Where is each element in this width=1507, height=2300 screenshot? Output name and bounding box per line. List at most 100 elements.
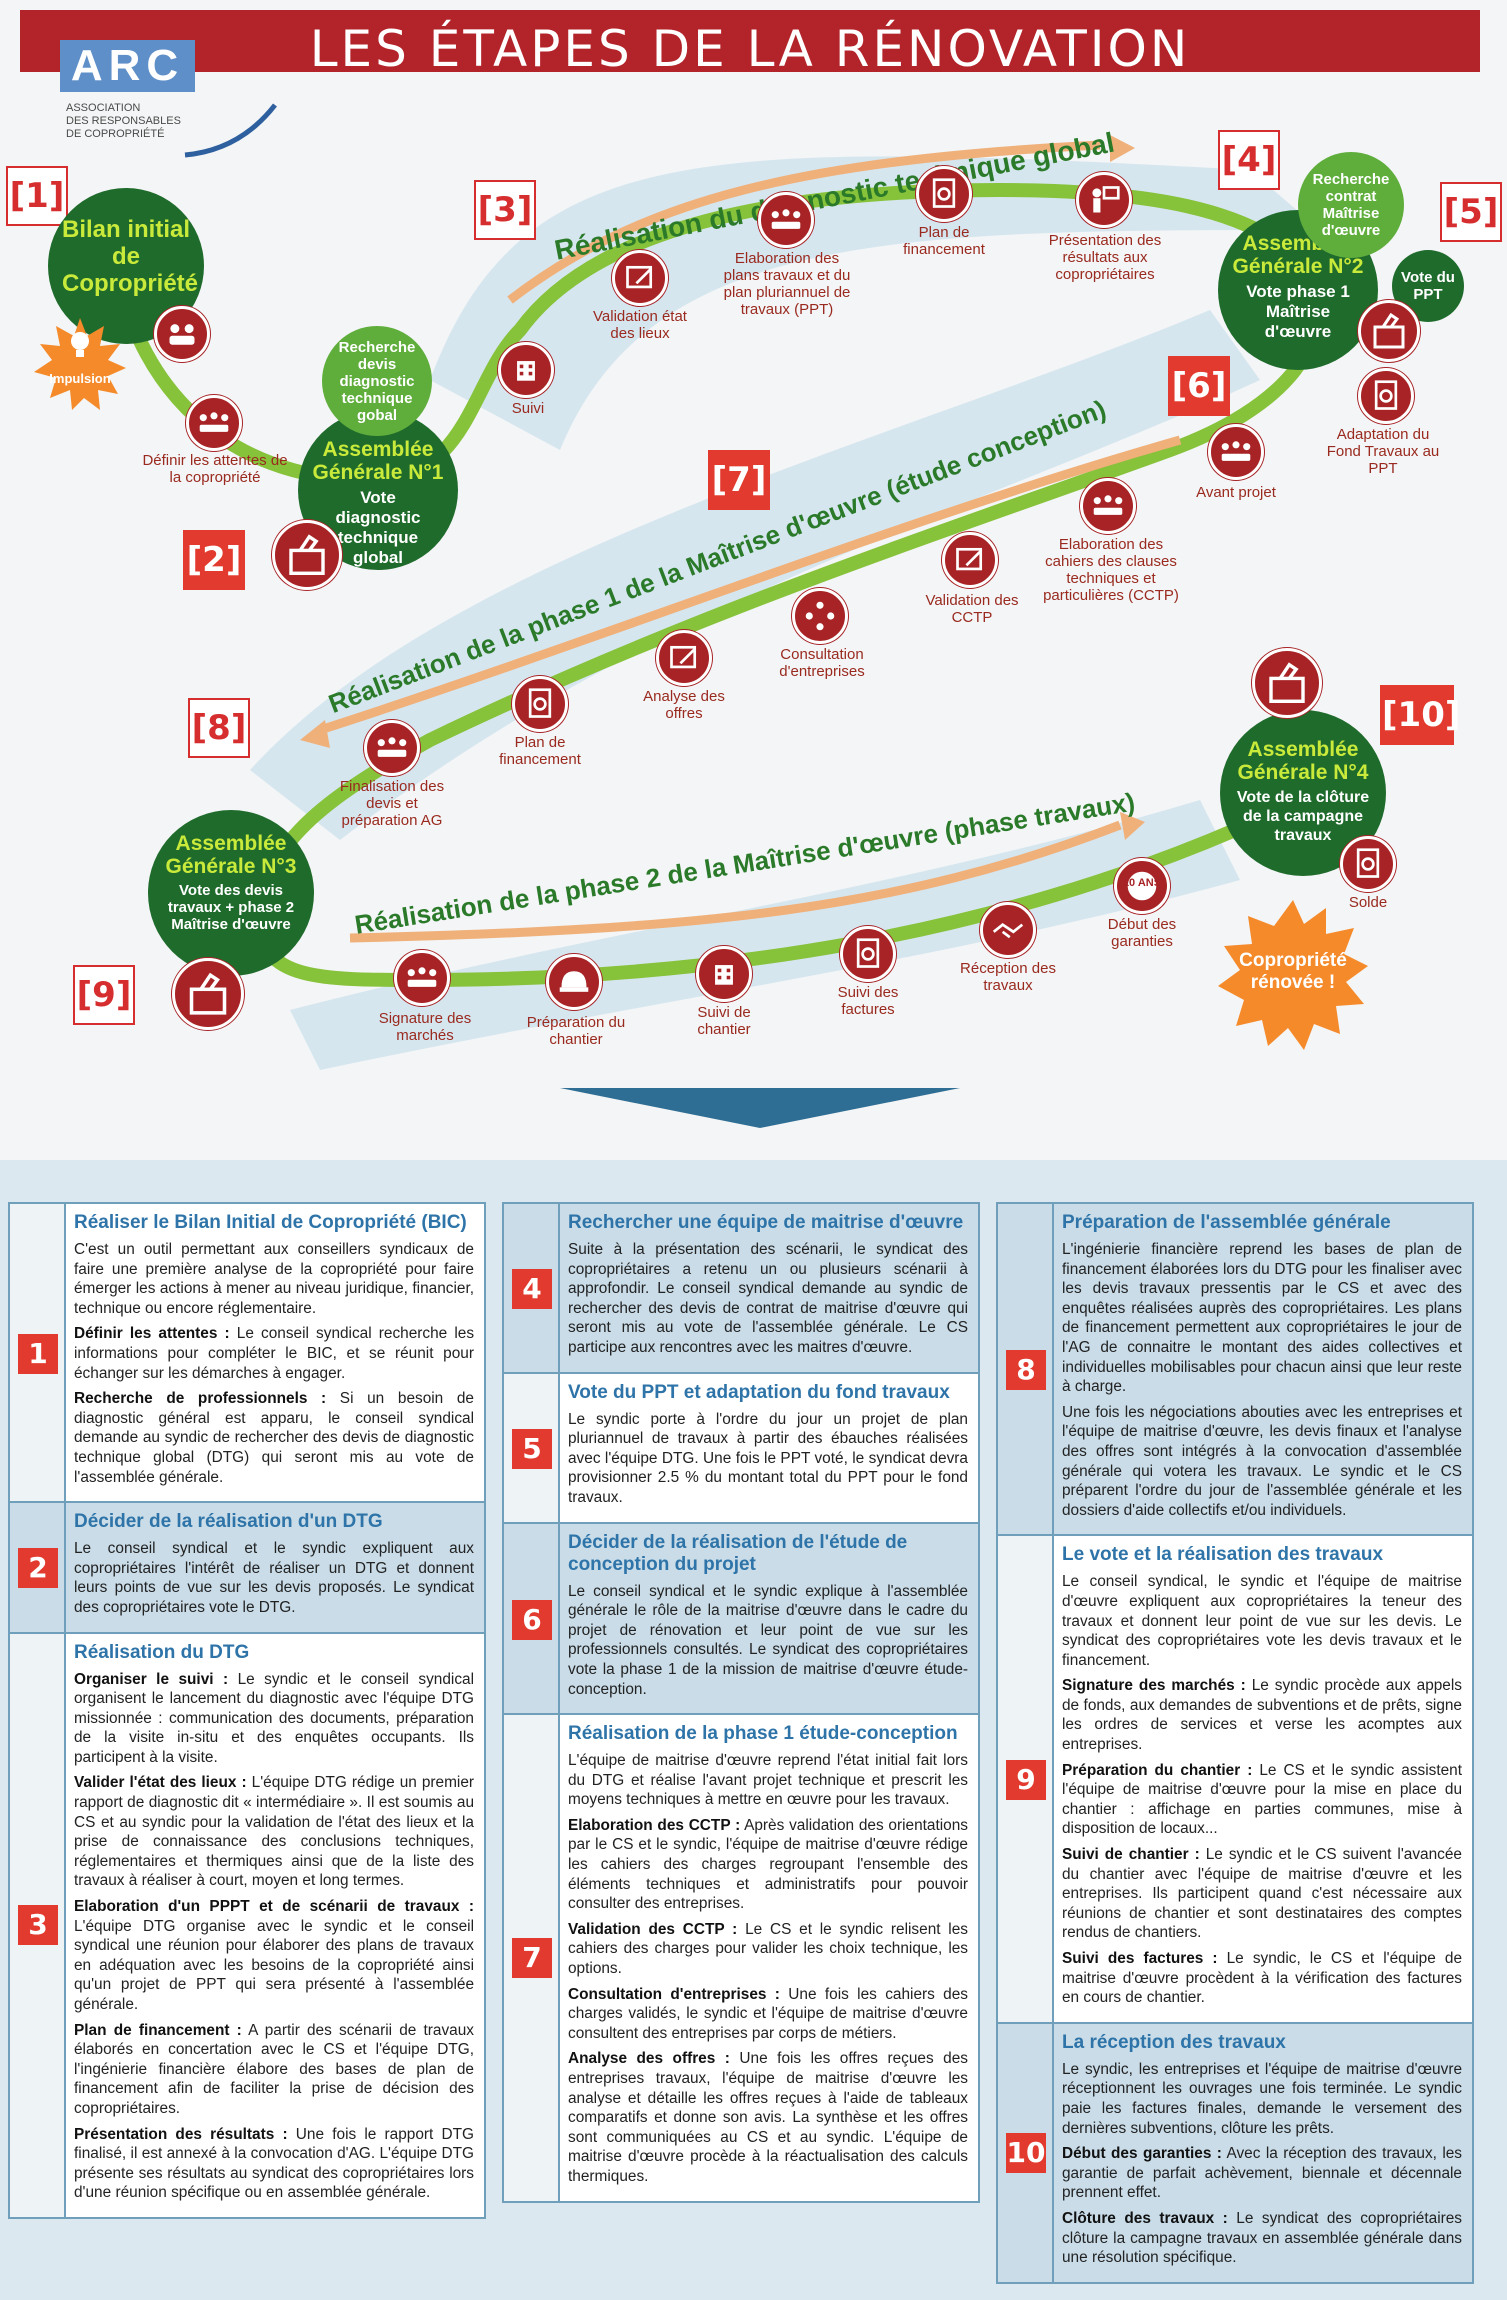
paragraph-lead: Elaboration des CCTP : — [568, 1816, 741, 1834]
step-heading: Décider de la réalisation d'un DTG — [74, 1511, 383, 1533]
paragraph-text: Une fois le rapport DTG finalisé, il est… — [74, 2125, 474, 2202]
analyse-label: Analyse des offres — [643, 688, 725, 722]
step-2-section: 2 Décider de la réalisation d'un DTG Le co… — [10, 1503, 484, 1634]
paragraph-text: Le CS et le syndic relisent les cahiers … — [568, 1920, 968, 1978]
step-paragraph: Le conseil syndical, le syndic et l'équi… — [1062, 1572, 1462, 1670]
page-title: LES ÉTAPES DE LA RÉNOVATION — [309, 20, 1191, 78]
paragraph-text: Le syndic, le CS et l'équipe de maitrise… — [1062, 1950, 1462, 2007]
paragraph-text: Le CS et le syndic assistent l'équipe de… — [1062, 1761, 1462, 1838]
step-number-tab: 7 — [504, 1715, 560, 2201]
presentation-icon — [1076, 172, 1132, 228]
suivi-label: Suivi — [511, 400, 545, 417]
finalisation-team-icon — [364, 720, 420, 776]
suivi-factures-label: Suivi des factures — [837, 984, 899, 1018]
validation-cctp-icon — [942, 532, 998, 588]
ag3-ballot-icon — [172, 958, 244, 1030]
step-heading: Réalisation du DTG — [74, 1641, 250, 1663]
step-paragraph: Analyse des offres : Une fois les offres… — [568, 2049, 968, 2186]
paragraph-lead: Analyse des offres : — [568, 2050, 730, 2068]
paragraph-text: Le syndic procède aux appels de fonds, a… — [1062, 1677, 1462, 1754]
paragraph-lead: Recherche de professionnels : — [74, 1390, 327, 1408]
paragraph-lead: Suivi de chantier : — [1062, 1846, 1200, 1864]
paragraph-text: L'ingénierie financière reprend les base… — [1062, 1241, 1462, 1396]
paragraph-text: L'équipe DTG rédige un premier rapport d… — [74, 1774, 475, 1890]
column-2: 4 Rechercher une équipe de maitrise d'œuv… — [502, 1202, 980, 2203]
step-paragraph: Validation des CCTP : Le CS et le syndic… — [568, 1920, 968, 1979]
factures-euro-icon — [840, 926, 896, 982]
step-paragraph: Clôture des travaux : Le syndicat des co… — [1062, 2209, 1462, 2268]
step-number-tab: 5 — [504, 1373, 560, 1522]
paragraph-lead: Plan de financement : — [74, 2021, 242, 2039]
title-banner: LES ÉTAPES DE LA RÉNOVATION — [20, 10, 1480, 78]
building-icon — [498, 342, 554, 398]
step-8-section: 8 Préparation de l'assemblée générale L'in… — [998, 1204, 1472, 1537]
down-arrow-icon — [560, 1088, 960, 1128]
paragraph-text: A partir des scénarii de travaux élaboré… — [74, 2021, 474, 2117]
step-heading: Réaliser le Bilan Initial de Copropriété… — [74, 1212, 467, 1233]
step-9-section: 9 Le vote et la réalisation des travaux Le… — [998, 1536, 1472, 2024]
step-paragraph: Préparation du chantier : Le CS et le sy… — [1062, 1761, 1462, 1839]
step-paragraph: Suite à la présentation des scénarii, le… — [568, 1240, 968, 1358]
ten-years-text: 10 ANS — [1122, 877, 1162, 889]
step-number-tab: 9 — [998, 1536, 1054, 2022]
step-paragraph: Le conseil syndical et le syndic expliqu… — [568, 1582, 968, 1700]
adaptation-label: Adaptation du Fond Travaux au PPT — [1326, 426, 1440, 477]
step-number-badge: 1 — [18, 1333, 58, 1374]
step-paragraph: Signature des marchés : Le syndic procèd… — [1062, 1676, 1462, 1754]
step-4-marker: [4] — [1218, 130, 1280, 190]
step-paragraph: Le syndic porte à l'ordre du jour un pro… — [568, 1410, 968, 1508]
step-number-badge: 3 — [18, 1905, 58, 1945]
analyse-pen-icon — [656, 630, 712, 686]
paragraph-text: Le syndic porte à l'ordre du jour un pro… — [568, 1410, 968, 1506]
paragraph-lead: Validation des CCTP : — [568, 1920, 738, 1938]
step-number-tab: 8 — [998, 1204, 1054, 1535]
finalisation-label: Finalisation des devis et préparation AG — [339, 778, 445, 829]
consultation-label: Consultation d'entreprises — [779, 646, 865, 680]
step-5-section: 5 Vote du PPT et adaptation du fond trava… — [504, 1373, 978, 1524]
validation-cctp-label: Validation des CCTP — [925, 592, 1019, 626]
step-3-marker: [3] — [474, 180, 536, 240]
paragraph-text: L'équipe DTG organise avec le syndic et … — [74, 1917, 474, 2013]
step-number-tab: 2 — [10, 1503, 66, 1632]
paragraph-lead: Définir les attentes : — [74, 1325, 230, 1343]
step-number-badge: 7 — [512, 1937, 552, 1978]
paragraph-lead: Signature des marchés : — [1062, 1677, 1246, 1695]
paragraph-text: C'est un outil permettant aux conseiller… — [74, 1241, 474, 1317]
step-number-tab: 1 — [10, 1204, 66, 1502]
step-paragraph: Présentation des résultats : Une fois le… — [74, 2125, 474, 2203]
consultation-icon — [792, 588, 848, 644]
step-paragraph: Suivi de chantier : Le syndic et le CS s… — [1062, 1845, 1462, 1943]
suivi-chantier-label: Suivi de chantier — [697, 1004, 751, 1038]
ten-year-guarantee-icon: 10 ANS — [1114, 858, 1170, 914]
paragraph-text: Une fois les cahiers des charges validés… — [568, 1985, 968, 2042]
paragraph-text: Le conseil syndical et le syndic expliqu… — [568, 1582, 968, 1698]
step-number-badge: 5 — [512, 1428, 552, 1469]
step-heading: Le vote et la réalisation des travaux — [1062, 1544, 1384, 1566]
cctp-team-icon — [1080, 478, 1136, 534]
paragraph-text: Le syndic et le conseil syndical organis… — [74, 1670, 474, 1766]
validation-etat-label: Validation état des lieux — [593, 308, 687, 342]
paragraph-text: L'équipe de maitrise d'œuvre reprend l'é… — [568, 1752, 968, 1809]
step-paragraph: Définir les attentes : Le conseil syndic… — [74, 1324, 474, 1383]
step-paragraph: Recherche de professionnels : Si un beso… — [74, 1389, 474, 1487]
plan-financement-1-label: Plan de financement — [903, 224, 985, 258]
impulsion-label: Impulsion — [49, 371, 111, 386]
step-7-section: 7 Réalisation de la phase 1 étude-concept… — [504, 1715, 978, 2201]
paragraph-lead: Clôture des travaux : — [1062, 2209, 1228, 2227]
paragraph-lead: Valider l'état des lieux : — [74, 1774, 247, 1792]
paragraph-text: Après validation des orientations par le… — [568, 1816, 969, 1913]
step-paragraph: Consultation d'entreprises : Une fois le… — [568, 1985, 968, 2044]
impulsion-starburst-icon — [34, 318, 126, 410]
paragraph-text: Le conseil syndical et le syndic expliqu… — [74, 1540, 474, 1616]
avant-projet-icon — [1208, 424, 1264, 480]
elaboration-plans-label: Elaboration des plans travaux et du plan… — [723, 250, 851, 318]
step-heading: Vote du PPT et adaptation du fond travau… — [568, 1381, 950, 1403]
step-heading: Réalisation de la phase 1 étude-concepti… — [568, 1723, 958, 1745]
paragraph-text: Une fois les offres reçues des entrepris… — [568, 2050, 968, 2185]
renovee-label: Copropriété rénovée ! — [1239, 950, 1347, 993]
meeting-icon — [186, 395, 242, 451]
step-5-marker: [5] — [1440, 182, 1502, 242]
paragraph-text: Suite à la présentation des scénarii, le… — [568, 1241, 968, 1356]
step-paragraph: Valider l'état des lieux : L'équipe DTG … — [74, 1773, 474, 1891]
reception-label: Réception des travaux — [960, 960, 1056, 994]
